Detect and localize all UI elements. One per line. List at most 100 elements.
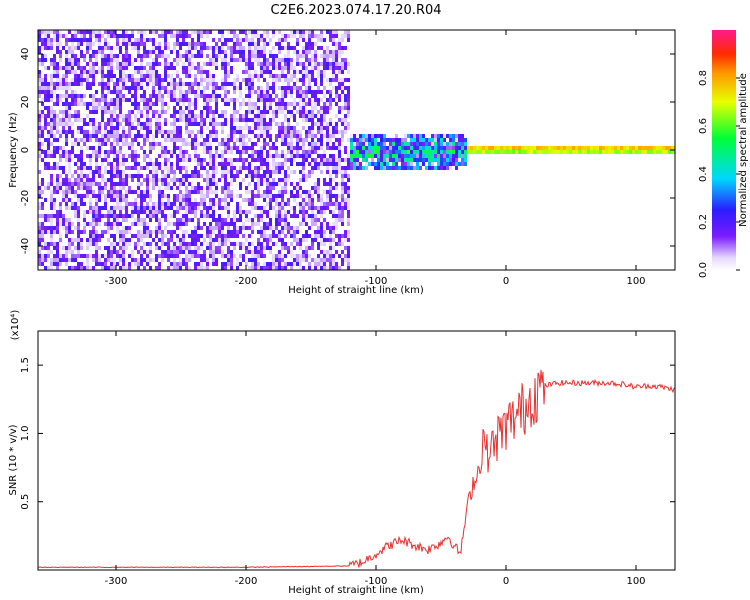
spectrogram-cell bbox=[203, 222, 206, 226]
spectrogram-cell bbox=[251, 230, 254, 234]
spectrogram-cell bbox=[281, 130, 284, 134]
spectrogram-cell bbox=[41, 202, 44, 206]
spectrogram-cell bbox=[623, 146, 626, 150]
spectrogram-cell bbox=[428, 158, 431, 162]
spectrogram-cell bbox=[443, 162, 446, 166]
spectrogram-cell bbox=[206, 70, 209, 74]
spectrogram-cell bbox=[263, 102, 266, 106]
spectrogram-cell bbox=[281, 238, 284, 242]
spectrogram-cell bbox=[179, 238, 182, 242]
spectrogram-cell bbox=[146, 138, 149, 142]
spectrogram-cell bbox=[215, 94, 218, 98]
spectrogram-cell bbox=[170, 206, 173, 210]
spectrogram-cell bbox=[209, 74, 212, 78]
spectrogram-cell bbox=[167, 186, 170, 190]
spectrogram-cell bbox=[266, 162, 269, 166]
spectrogram-cell bbox=[149, 210, 152, 214]
spectrogram-cell bbox=[194, 138, 197, 142]
spectrogram-cell bbox=[140, 34, 143, 38]
spectrogram-cell bbox=[251, 150, 254, 154]
spectrogram-cell bbox=[212, 254, 215, 258]
spectrogram-cell bbox=[221, 262, 224, 266]
spectrogram-cell bbox=[332, 38, 335, 42]
spectrogram-cell bbox=[218, 122, 221, 126]
spectrogram-cell bbox=[347, 246, 350, 250]
spectrogram-cell bbox=[92, 126, 95, 130]
spectrogram-cell bbox=[275, 134, 278, 138]
spectrogram-cell bbox=[215, 66, 218, 70]
spectrogram-cell bbox=[254, 250, 257, 254]
spectrogram-cell bbox=[419, 162, 422, 166]
spectrogram-cell bbox=[71, 230, 74, 234]
spectrogram-cell bbox=[347, 62, 350, 66]
spectrogram-cell bbox=[206, 206, 209, 210]
spectrogram-cell bbox=[62, 114, 65, 118]
spectrogram-cell bbox=[389, 138, 392, 142]
spectrogram-cell bbox=[71, 46, 74, 50]
spectrogram-cell bbox=[44, 242, 47, 246]
spectrogram-cell bbox=[209, 78, 212, 82]
spectrogram-cell bbox=[41, 110, 44, 114]
spectrogram-cell bbox=[380, 146, 383, 150]
spectrogram-cell bbox=[161, 34, 164, 38]
spectrogram-cell bbox=[152, 178, 155, 182]
spectrogram-cell bbox=[89, 30, 92, 34]
spectrogram-cell bbox=[149, 178, 152, 182]
spectrogram-cell bbox=[263, 118, 266, 122]
spectrogram-cell bbox=[185, 30, 188, 34]
spectrogram-cell bbox=[122, 126, 125, 130]
spectrogram-cell bbox=[110, 130, 113, 134]
spectrogram-cell bbox=[122, 70, 125, 74]
spectrogram-cell bbox=[326, 78, 329, 82]
spectrogram-cell bbox=[434, 138, 437, 142]
spectrogram-cell bbox=[302, 258, 305, 262]
spectrogram-cell bbox=[188, 182, 191, 186]
spectrogram-cell bbox=[290, 34, 293, 38]
spectrogram-cell bbox=[260, 158, 263, 162]
spectrogram-cell bbox=[356, 138, 359, 142]
spectrogram-cell bbox=[137, 70, 140, 74]
spectrogram-cell bbox=[158, 118, 161, 122]
spectrogram-cell bbox=[143, 150, 146, 154]
spectrogram-cell bbox=[59, 130, 62, 134]
spectrogram-cell bbox=[137, 42, 140, 46]
spectrogram-cell bbox=[314, 162, 317, 166]
spectrogram-cell bbox=[311, 242, 314, 246]
spectrogram-cell bbox=[185, 222, 188, 226]
spectrogram-cell bbox=[437, 150, 440, 154]
spectrogram-cell bbox=[137, 130, 140, 134]
spectrogram-cell bbox=[113, 86, 116, 90]
spectrogram-cell bbox=[95, 90, 98, 94]
spectrogram-cell bbox=[263, 174, 266, 178]
spectrogram-cell bbox=[107, 130, 110, 134]
spectrogram-cell bbox=[308, 110, 311, 114]
spectrogram-cell bbox=[230, 182, 233, 186]
spectrogram-cell bbox=[302, 210, 305, 214]
spectrogram-cell bbox=[209, 198, 212, 202]
spectrogram-cell bbox=[155, 178, 158, 182]
spectrogram-cell bbox=[182, 222, 185, 226]
spectrogram-cell bbox=[197, 30, 200, 34]
spectrogram-cell bbox=[506, 150, 509, 154]
spectrogram-cell bbox=[260, 162, 263, 166]
spectrogram-cell bbox=[59, 158, 62, 162]
spectrogram-cell bbox=[152, 202, 155, 206]
spectrogram-cell bbox=[152, 162, 155, 166]
spectrogram-cell bbox=[164, 122, 167, 126]
spectrogram-cell bbox=[371, 142, 374, 146]
spectrogram-cell bbox=[41, 158, 44, 162]
spectrogram-cell bbox=[206, 150, 209, 154]
spectrogram-cell bbox=[41, 182, 44, 186]
spectrogram-cell bbox=[200, 54, 203, 58]
spectrogram-cell bbox=[281, 150, 284, 154]
spectrogram-cell bbox=[329, 174, 332, 178]
spectrogram-cell bbox=[425, 138, 428, 142]
spectrogram-cell bbox=[266, 110, 269, 114]
spectrogram-cell bbox=[326, 46, 329, 50]
spectrogram-cell bbox=[155, 214, 158, 218]
spectrogram-cell bbox=[116, 58, 119, 62]
spectrogram-cell bbox=[116, 54, 119, 58]
spectrogram-cell bbox=[155, 46, 158, 50]
spectrogram-cell bbox=[278, 190, 281, 194]
spectrogram-cell bbox=[284, 186, 287, 190]
